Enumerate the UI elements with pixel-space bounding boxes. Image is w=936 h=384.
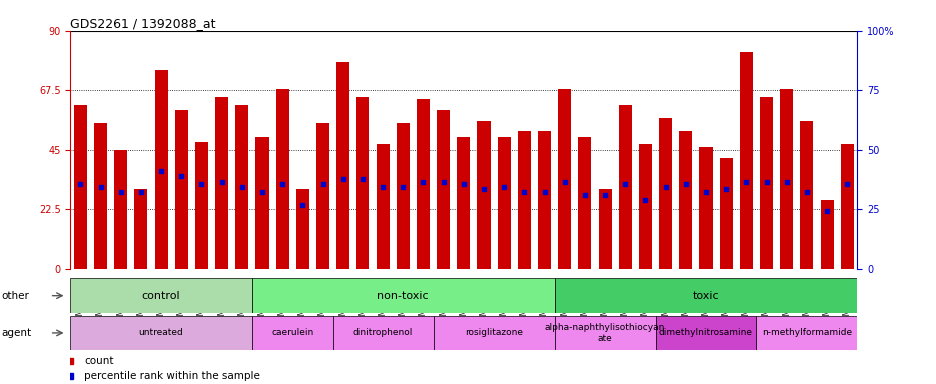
Bar — [296, 189, 309, 269]
Bar — [134, 189, 147, 269]
Bar — [739, 52, 753, 269]
Bar — [457, 137, 470, 269]
Bar — [554, 316, 655, 350]
Bar — [114, 150, 127, 269]
Bar — [719, 158, 732, 269]
Bar — [780, 89, 793, 269]
Bar — [332, 316, 433, 350]
Bar — [235, 105, 248, 269]
Bar — [655, 316, 755, 350]
Text: count: count — [84, 356, 114, 366]
Text: GDS2261 / 1392088_at: GDS2261 / 1392088_at — [70, 17, 215, 30]
Text: n-methylformamide: n-methylformamide — [761, 328, 851, 338]
Bar — [336, 63, 349, 269]
Bar — [252, 316, 332, 350]
Text: toxic: toxic — [692, 291, 719, 301]
Bar — [698, 147, 711, 269]
Bar — [70, 278, 252, 313]
Bar — [215, 97, 228, 269]
Text: control: control — [141, 291, 181, 301]
Bar — [755, 316, 856, 350]
Bar — [376, 144, 389, 269]
Bar — [618, 105, 631, 269]
Bar — [433, 316, 554, 350]
Bar — [759, 97, 772, 269]
Bar — [477, 121, 490, 269]
Text: alpha-naphthylisothiocyan
ate: alpha-naphthylisothiocyan ate — [545, 323, 665, 343]
Bar — [417, 99, 430, 269]
Bar — [154, 70, 168, 269]
Text: agent: agent — [2, 328, 32, 338]
Bar — [518, 131, 531, 269]
Bar — [820, 200, 833, 269]
Text: rosiglitazone: rosiglitazone — [464, 328, 522, 338]
Bar — [70, 316, 252, 350]
Bar — [679, 131, 692, 269]
Text: non-toxic: non-toxic — [377, 291, 429, 301]
Text: percentile rank within the sample: percentile rank within the sample — [84, 371, 260, 381]
Text: other: other — [2, 291, 30, 301]
Bar — [558, 89, 571, 269]
Bar — [256, 137, 269, 269]
Bar — [598, 189, 611, 269]
Bar — [497, 137, 510, 269]
Text: dimethylnitrosamine: dimethylnitrosamine — [658, 328, 753, 338]
Bar — [94, 123, 107, 269]
Bar — [315, 123, 329, 269]
Bar — [174, 110, 187, 269]
Bar — [74, 105, 87, 269]
Text: dinitrophenol: dinitrophenol — [353, 328, 413, 338]
Text: caerulein: caerulein — [271, 328, 313, 338]
Bar — [799, 121, 812, 269]
Bar — [554, 278, 856, 313]
Bar — [840, 144, 853, 269]
Bar — [658, 118, 671, 269]
Text: untreated: untreated — [139, 328, 183, 338]
Bar — [275, 89, 288, 269]
Bar — [436, 110, 449, 269]
Bar — [356, 97, 369, 269]
Bar — [195, 142, 208, 269]
Bar — [578, 137, 591, 269]
Bar — [537, 131, 550, 269]
Bar — [638, 144, 651, 269]
Bar — [396, 123, 409, 269]
Bar — [252, 278, 554, 313]
